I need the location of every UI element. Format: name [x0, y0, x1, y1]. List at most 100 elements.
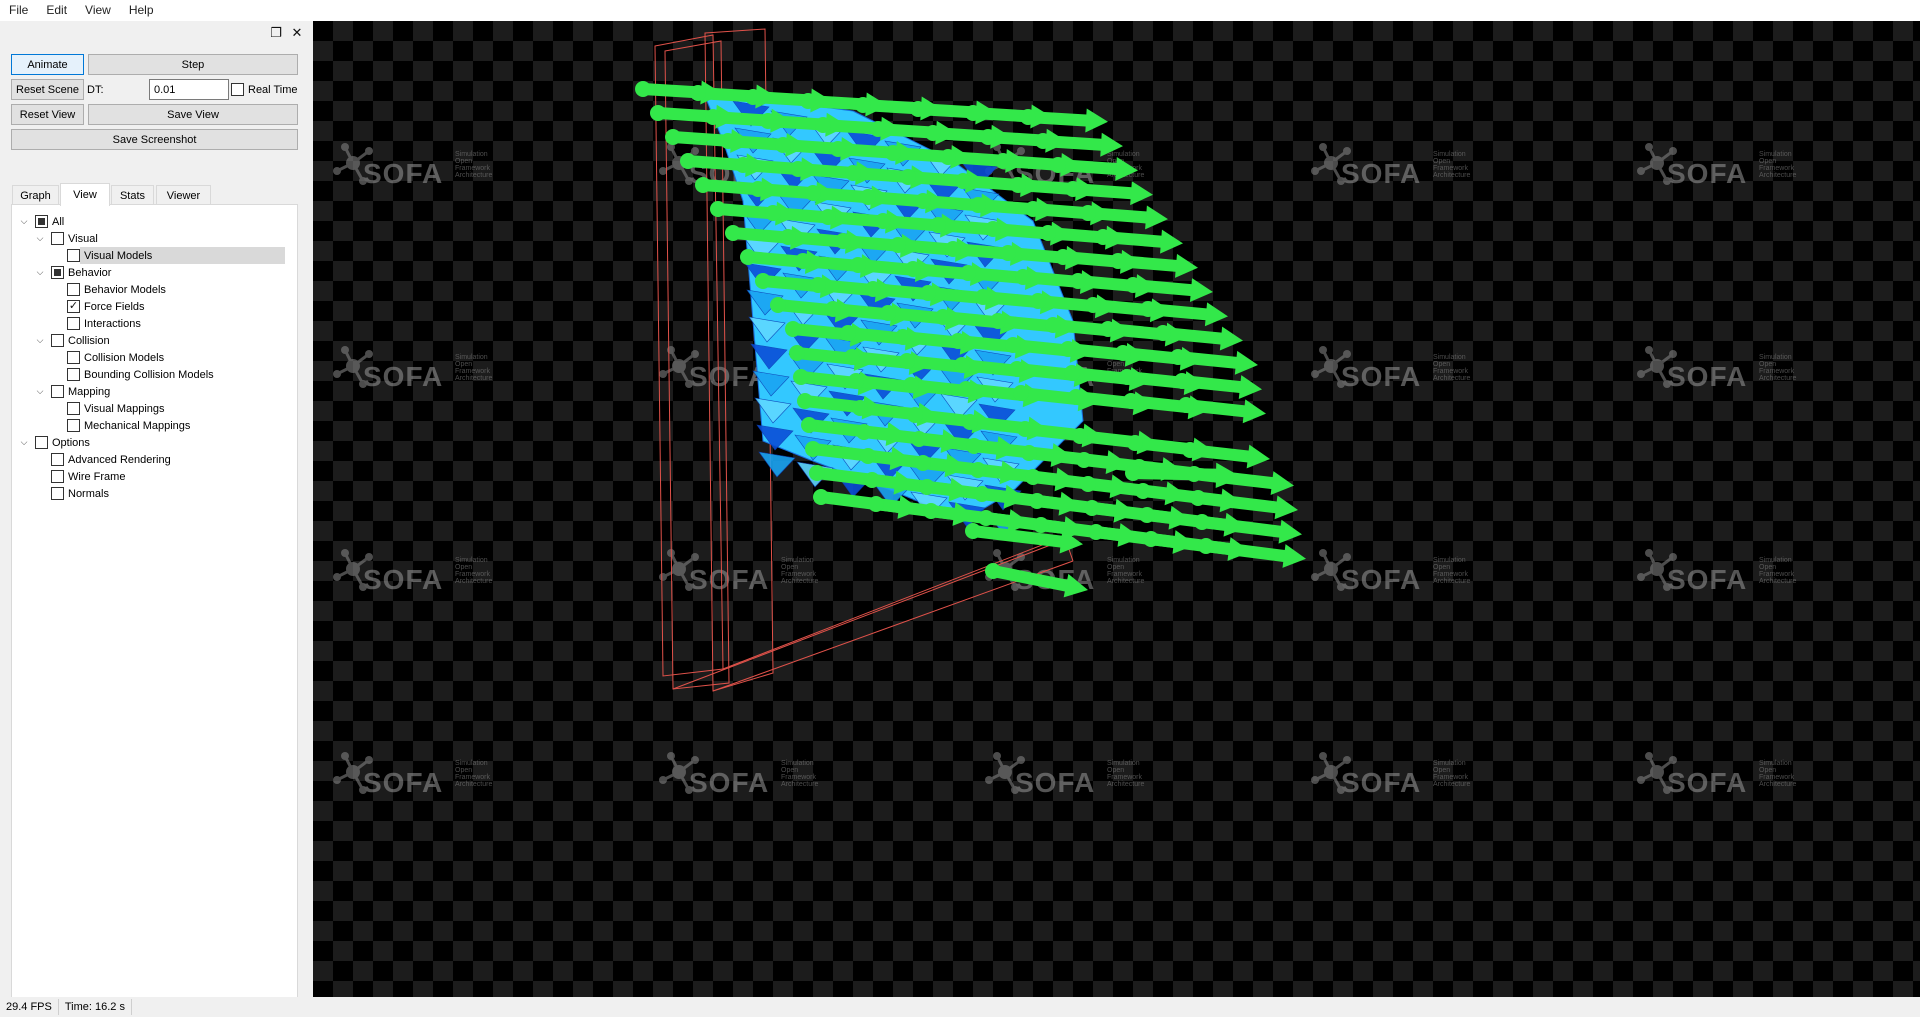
- tree-checkbox[interactable]: [67, 351, 80, 364]
- force-arrow-tail: [809, 465, 825, 481]
- step-button[interactable]: Step: [88, 54, 298, 75]
- tree-item-behavior-models[interactable]: Behavior Models: [12, 281, 297, 298]
- watermark-subtext-line: Open: [1433, 361, 1451, 368]
- tree-checkbox[interactable]: [51, 470, 64, 483]
- force-arrow-shaft: [1037, 135, 1111, 151]
- real-time-checkbox[interactable]: [231, 83, 244, 96]
- watermark-subtext-line: Architecture: [1759, 578, 1797, 585]
- tree-checkbox[interactable]: [51, 385, 64, 398]
- expand-chevron-icon[interactable]: ⌵: [36, 267, 44, 277]
- mesh-facet: [754, 397, 792, 424]
- expand-chevron-icon[interactable]: ⌵: [36, 386, 44, 396]
- force-arrow-tail: [760, 113, 776, 129]
- menu-help[interactable]: Help: [128, 3, 154, 17]
- tree-checkbox[interactable]: [35, 215, 48, 228]
- force-arrow-tail: [856, 424, 872, 440]
- force-arrow-tail: [965, 105, 981, 121]
- tree-item-visual[interactable]: ⌵ Visual: [12, 230, 297, 247]
- watermark-subtext-line: Open: [1107, 158, 1125, 165]
- tree-item-mapping[interactable]: ⌵ Mapping: [12, 383, 297, 400]
- tree-checkbox[interactable]: [51, 266, 64, 279]
- sofa-logo-icon: [1637, 549, 1677, 591]
- expand-chevron-icon[interactable]: ⌵: [36, 233, 44, 243]
- tree-checkbox[interactable]: [67, 249, 80, 262]
- expand-chevron-icon[interactable]: ⌵: [20, 216, 28, 226]
- menu-edit[interactable]: Edit: [46, 3, 68, 17]
- save-view-button[interactable]: Save View: [88, 104, 298, 125]
- tree-checkbox[interactable]: [51, 487, 64, 500]
- tree-checkbox[interactable]: [67, 317, 80, 330]
- force-arrow-tail: [765, 205, 781, 221]
- tree-item-collision-models[interactable]: Collision Models: [12, 349, 297, 366]
- tree-item-mechanical-mappings[interactable]: Mechanical Mappings: [12, 417, 297, 434]
- tree-item-collision[interactable]: ⌵ Collision: [12, 332, 297, 349]
- force-arrow-tail: [835, 233, 851, 249]
- tree-item-bounding-collision-models[interactable]: Bounding Collision Models: [12, 366, 297, 383]
- tree-item-visual-mappings[interactable]: Visual Mappings: [12, 400, 297, 417]
- tree-item-visual-models[interactable]: Visual Models: [12, 247, 297, 264]
- force-arrow-tail: [954, 357, 970, 373]
- float-dock-icon[interactable]: ❐: [270, 24, 282, 40]
- tab-view[interactable]: View: [60, 183, 110, 206]
- force-arrow-head: [1189, 278, 1213, 303]
- expand-chevron-icon[interactable]: ⌵: [20, 437, 28, 447]
- watermark-subtext-line: Framework: [781, 571, 817, 578]
- tree-item-options[interactable]: ⌵ Options: [12, 434, 297, 451]
- force-arrow-shaft: [987, 565, 1076, 593]
- force-arrow-tail: [1025, 469, 1041, 485]
- sofa-logo-icon: [1311, 143, 1351, 185]
- reset-view-button[interactable]: Reset View: [11, 104, 84, 125]
- tab-stats[interactable]: Stats: [111, 185, 154, 205]
- reset-scene-button[interactable]: Reset Scene: [11, 79, 84, 100]
- tree-item-behavior[interactable]: ⌵ Behavior: [12, 264, 297, 281]
- animate-button[interactable]: Animate: [11, 54, 84, 75]
- tree-item-interactions[interactable]: Interactions: [12, 315, 297, 332]
- watermark-subtext-line: Simulation: [455, 557, 488, 564]
- tree-checkbox[interactable]: [67, 368, 80, 381]
- tree-checkbox[interactable]: [67, 300, 80, 313]
- tree-checkbox[interactable]: [51, 232, 64, 245]
- tab-viewer[interactable]: Viewer: [156, 185, 211, 205]
- menu-file[interactable]: File: [9, 3, 29, 17]
- force-arrow-tail: [1088, 524, 1104, 540]
- force-arrow-tail: [1119, 369, 1135, 385]
- force-arrow-tail: [960, 265, 976, 281]
- tree-checkbox[interactable]: [51, 453, 64, 466]
- expand-chevron-icon[interactable]: ⌵: [36, 335, 44, 345]
- tree-checkbox[interactable]: [67, 283, 80, 296]
- force-arrow-tail: [875, 213, 891, 229]
- close-dock-icon[interactable]: ✕: [291, 24, 303, 40]
- 3d-viewer[interactable]: SOFA Simulation Open Framework Architecture S…: [313, 21, 1920, 997]
- dt-input[interactable]: [149, 79, 229, 100]
- tree-checkbox[interactable]: [35, 436, 48, 449]
- tree-item-label: Interactions: [84, 317, 141, 330]
- tree-checkbox[interactable]: [51, 334, 64, 347]
- tree-item-normals[interactable]: Normals: [12, 485, 297, 502]
- force-arrow-shaft: [1067, 183, 1141, 200]
- watermark-subtext-line: Open: [1433, 158, 1451, 165]
- force-arrow-tail: [810, 277, 826, 293]
- tree-item-force-fields[interactable]: Force Fields: [12, 298, 297, 315]
- watermark-subtext-line: Framework: [1433, 774, 1469, 781]
- bbox-edge: [712, 560, 1074, 692]
- tree-item-wire-frame[interactable]: Wire Frame: [12, 468, 297, 485]
- tree-checkbox[interactable]: [67, 419, 80, 432]
- force-arrow-tail: [1033, 517, 1049, 533]
- tree-item-all[interactable]: ⌵ All: [12, 213, 297, 230]
- save-screenshot-button[interactable]: Save Screenshot: [11, 129, 298, 150]
- force-arrow-tail: [1013, 385, 1029, 401]
- tree-item-advanced-rendering[interactable]: Advanced Rendering: [12, 451, 297, 468]
- force-arrow-tail: [695, 177, 711, 193]
- menu-view[interactable]: View: [85, 3, 111, 17]
- force-arrow-tail: [923, 503, 939, 519]
- sofa-logo-icon: [333, 549, 373, 591]
- force-arrow-tail: [966, 438, 982, 454]
- force-arrow-tail: [1080, 476, 1096, 492]
- view-tab-pane: ⌵ All ⌵ Visual Visual Models ⌵ Behavior Behavio…: [11, 204, 298, 1007]
- tree-checkbox[interactable]: [67, 402, 80, 415]
- tab-graph[interactable]: Graph: [12, 185, 59, 205]
- force-arrow-head: [1242, 399, 1266, 424]
- force-arrow-tail: [850, 257, 866, 273]
